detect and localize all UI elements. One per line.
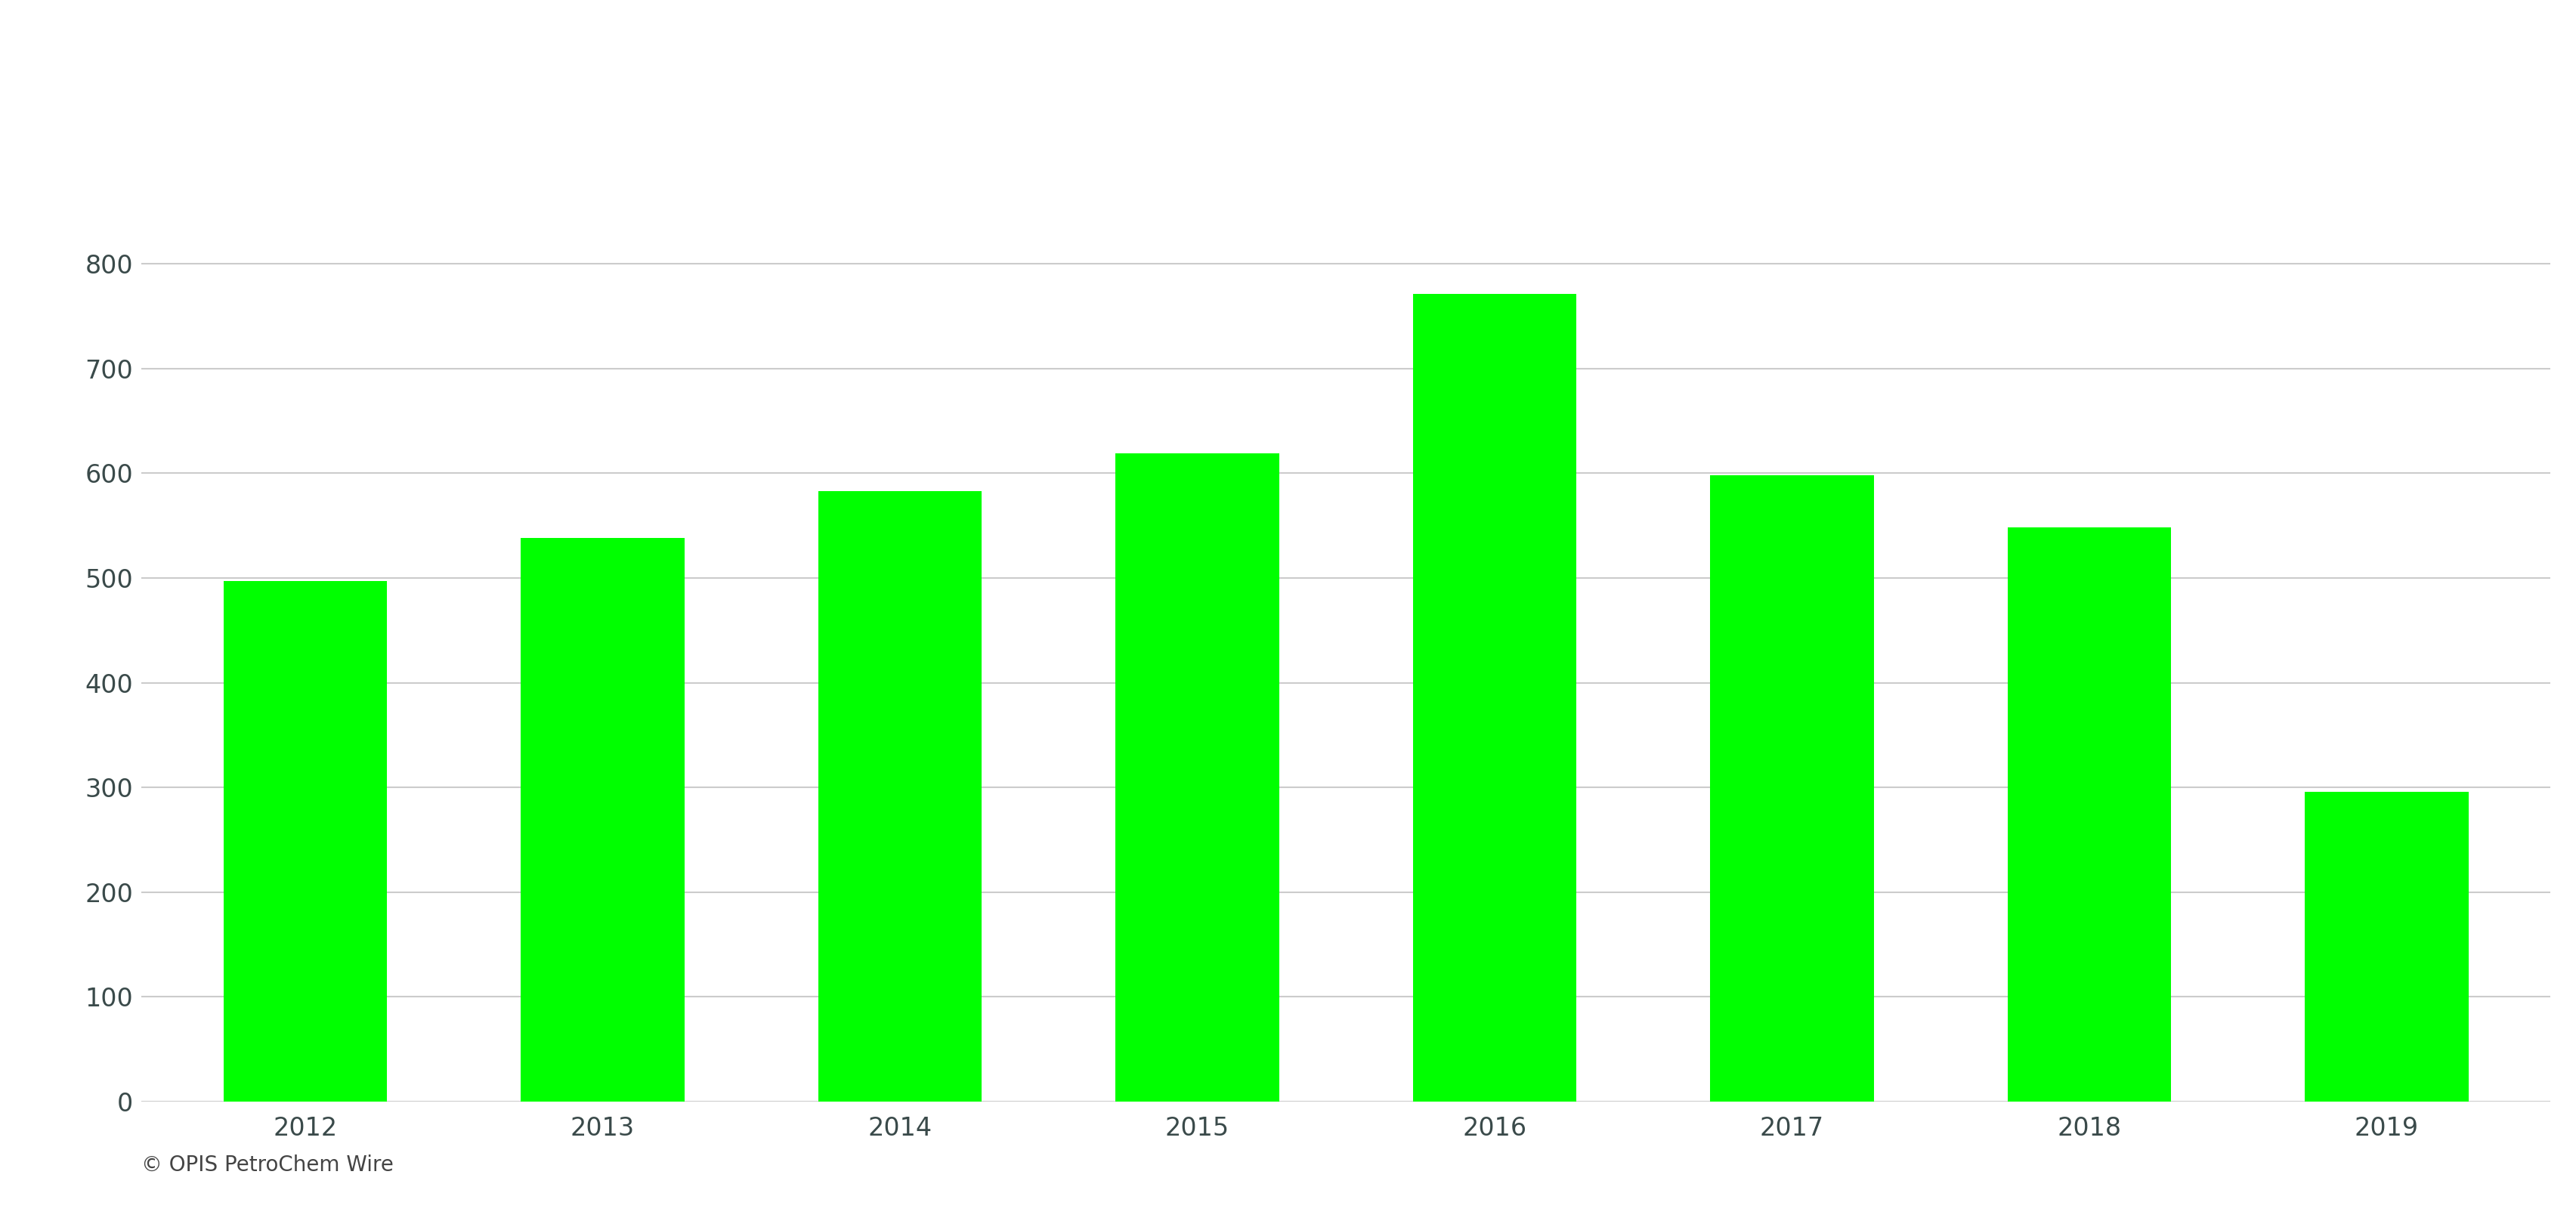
Text: © OPIS PetroChem Wire: © OPIS PetroChem Wire — [142, 1154, 394, 1176]
Bar — [1412, 294, 1577, 1102]
Text: Spot Ethylene Trading Volumes - Average Per Month (million pounds): Spot Ethylene Trading Volumes - Average … — [33, 44, 1190, 77]
Bar — [1115, 453, 1280, 1102]
Bar — [1710, 475, 1873, 1102]
Bar — [819, 491, 981, 1102]
Bar — [2306, 792, 2468, 1102]
Bar — [224, 581, 386, 1102]
Bar — [520, 539, 685, 1102]
Bar — [2007, 528, 2172, 1102]
